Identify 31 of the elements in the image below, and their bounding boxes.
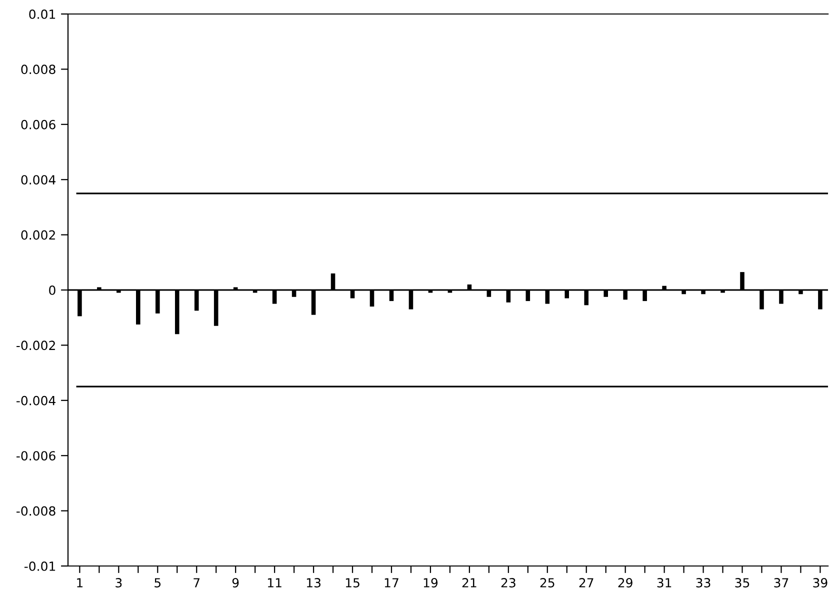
x-tick-label: 15 [346,578,360,588]
y-tick-label: 0.004 [21,175,56,185]
x-tick-label: 21 [462,578,476,588]
x-tick-label: 35 [735,578,750,588]
y-tick-label: -0.008 [16,506,56,516]
y-tick-label: -0.004 [16,396,56,406]
y-tick-label: 0.006 [21,120,56,130]
x-tick-label: 29 [618,578,632,588]
x-tick-label: 31 [657,578,672,588]
x-tick-label: 19 [424,578,438,588]
x-tick-label: 33 [696,578,710,588]
y-tick-label: 0.002 [21,230,55,240]
y-tick-label: 0.01 [29,9,56,19]
y-tick-label: 0.008 [21,64,56,74]
x-tick-label: 9 [232,578,239,588]
x-tick-label: 7 [194,578,200,588]
y-tick-label: -0.01 [24,561,56,571]
x-tick-label: 11 [268,578,282,588]
x-tick-label: 3 [116,578,122,588]
x-tick-label: 37 [774,578,788,588]
x-tick-label: 13 [306,578,320,588]
x-tick-label: 23 [501,578,516,588]
x-tick-label: 17 [384,578,398,588]
y-tick-label: 0 [49,285,56,295]
x-tick-label: 1 [77,578,83,588]
x-tick-label: 27 [579,578,594,588]
x-tick-label: 39 [813,578,828,588]
x-tick-label: 5 [154,578,161,588]
y-tick-label: -0.002 [16,340,55,350]
x-tick-label: 25 [540,578,554,588]
y-tick-label: -0.006 [16,451,56,461]
